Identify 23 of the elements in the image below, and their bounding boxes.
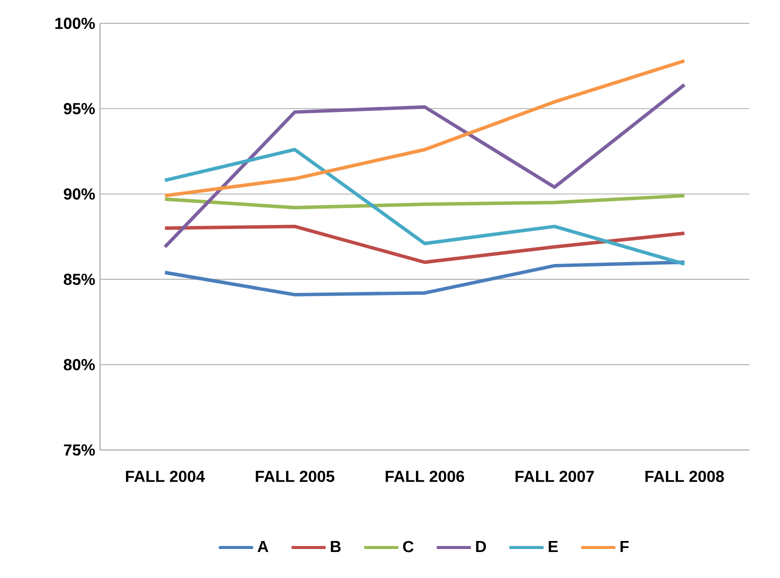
- legend-label: A: [258, 541, 268, 552]
- line-series: [163, 59, 686, 198]
- line-series: [163, 148, 686, 266]
- x-tick-label: FALL 2006: [386, 470, 464, 482]
- line-series: [163, 260, 686, 296]
- legend-label: B: [330, 541, 341, 552]
- line-series: [163, 194, 686, 210]
- line-series: [163, 83, 686, 249]
- legend-label: E: [548, 541, 558, 552]
- y-tick-label: 95%: [64, 103, 95, 114]
- legend-label: F: [620, 541, 629, 552]
- line-series: [163, 224, 686, 264]
- y-tick-label: 75%: [64, 444, 95, 456]
- x-tick-label: FALL 2005: [256, 470, 334, 482]
- y-tick-label: 85%: [64, 274, 95, 285]
- x-tick-label: FALL 2007: [516, 470, 594, 482]
- legend-label: C: [403, 540, 414, 552]
- x-tick-label: FALL 2008: [645, 470, 724, 482]
- legend-label: D: [476, 541, 486, 552]
- x-tick-label: FALL 2004: [126, 470, 205, 482]
- y-tick-label: 90%: [64, 188, 95, 200]
- y-tick-label: 100%: [55, 18, 95, 29]
- y-tick-label: 80%: [64, 359, 95, 370]
